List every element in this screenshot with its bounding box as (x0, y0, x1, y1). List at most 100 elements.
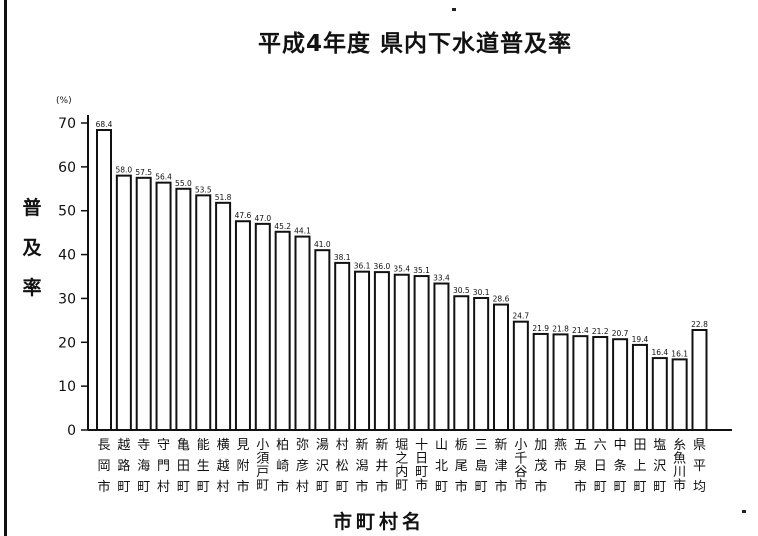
bar (493, 303, 509, 431)
category-label: 山北町 (435, 438, 448, 495)
category-label: 県平均 (693, 438, 706, 495)
y-axis-title-char-1: 普 (22, 197, 42, 219)
value-label: 68.4 (96, 120, 113, 129)
bar (314, 249, 331, 431)
value-label: 30.5 (453, 286, 470, 295)
category-label: 塩沢町 (653, 438, 666, 495)
category-label: 小須戸町 (256, 438, 269, 494)
category-label: 栃尾市 (455, 438, 468, 495)
bar (175, 187, 192, 431)
value-label: 19.4 (632, 335, 649, 344)
bar (651, 357, 668, 431)
category-label: 小千谷市 (514, 438, 527, 494)
bar (433, 282, 450, 432)
value-label: 51.8 (215, 193, 232, 202)
bar (413, 275, 430, 431)
left-border-rule (4, 0, 7, 536)
category-label: 亀田町 (177, 438, 190, 495)
bar (115, 174, 132, 431)
value-label: 16.1 (671, 349, 688, 358)
value-label: 35.4 (393, 265, 410, 274)
value-label: 56.4 (155, 173, 172, 182)
bar (254, 222, 271, 431)
bar (135, 176, 152, 431)
value-label: 30.1 (473, 288, 490, 297)
category-label: 六日町 (594, 438, 607, 495)
value-label: 24.7 (512, 312, 529, 321)
y-tick-label: 20 (58, 335, 76, 351)
value-label: 35.1 (413, 266, 430, 275)
value-label: 21.4 (572, 326, 589, 335)
bar (354, 270, 371, 431)
y-axis-title-char-3: 率 (22, 277, 42, 299)
category-label: 糸魚川市 (673, 438, 686, 494)
category-label: 燕市 (554, 438, 567, 474)
bar (691, 329, 708, 431)
bar (274, 230, 291, 431)
bar (532, 332, 549, 431)
category-label: 見附市 (236, 438, 249, 495)
y-tick-label: 10 (58, 379, 76, 395)
bar (334, 261, 351, 432)
category-label: 柏崎市 (276, 438, 289, 495)
category-label: 長岡市 (97, 438, 110, 495)
value-label: 57.5 (135, 168, 152, 177)
category-label: 横越村 (217, 438, 230, 495)
value-label: 36.1 (354, 262, 371, 271)
scan-dot (742, 510, 746, 513)
category-label: 五泉市 (574, 438, 587, 495)
bar (373, 271, 390, 431)
value-label: 20.7 (612, 329, 629, 338)
y-axis-unit: (%) (56, 96, 72, 106)
category-label: 中条町 (614, 438, 627, 495)
y-tick-label: 0 (67, 423, 76, 439)
y-tick-label: 50 (58, 204, 76, 220)
bar (512, 320, 529, 431)
bar (195, 194, 212, 431)
bar (96, 129, 112, 431)
category-label: 三島町 (475, 438, 488, 495)
bar (473, 296, 490, 431)
category-label: 能生町 (197, 438, 210, 495)
bar (612, 338, 629, 432)
value-label: 21.9 (532, 324, 549, 333)
category-label: 十日町市 (415, 438, 428, 494)
category-label: 村松町 (336, 438, 349, 495)
value-label: 44.1 (294, 227, 311, 236)
bar (393, 273, 410, 432)
value-label: 21.2 (592, 327, 609, 336)
category-label: 田上町 (633, 438, 646, 495)
bar (671, 358, 688, 432)
value-label: 47.0 (254, 214, 271, 223)
bar (453, 295, 470, 431)
chart-title: 平成4年度 県内下水道普及率 (258, 31, 573, 57)
value-label: 38.1 (334, 253, 351, 262)
value-label: 33.4 (433, 274, 450, 283)
category-label: 新津市 (494, 437, 507, 495)
y-tick-label: 40 (58, 248, 76, 264)
category-label: 寺海町 (137, 438, 150, 495)
category-label: 新井市 (375, 437, 388, 495)
value-label: 47.6 (235, 211, 252, 220)
category-label: 弥彦村 (296, 437, 309, 495)
value-label: 16.4 (651, 348, 668, 357)
bar (592, 336, 609, 431)
value-label: 45.2 (274, 222, 291, 231)
value-label: 58.0 (115, 166, 132, 175)
category-label: 加茂市 (534, 438, 547, 495)
bar (294, 235, 311, 431)
category-label: 守門村 (157, 438, 170, 495)
x-axis-title: 市町村名 (332, 511, 425, 533)
y-tick-label: 60 (58, 160, 76, 176)
scan-dot (452, 8, 456, 11)
y-axis-title-char-2: 及 (22, 237, 42, 259)
category-label: 湯沢町 (316, 438, 329, 495)
bar (234, 220, 251, 431)
category-label: 越路町 (117, 438, 130, 495)
value-label: 22.8 (691, 320, 708, 329)
value-label: 36.0 (374, 262, 391, 271)
category-label: 堀之内町 (395, 438, 408, 494)
value-label: 28.6 (493, 295, 510, 304)
